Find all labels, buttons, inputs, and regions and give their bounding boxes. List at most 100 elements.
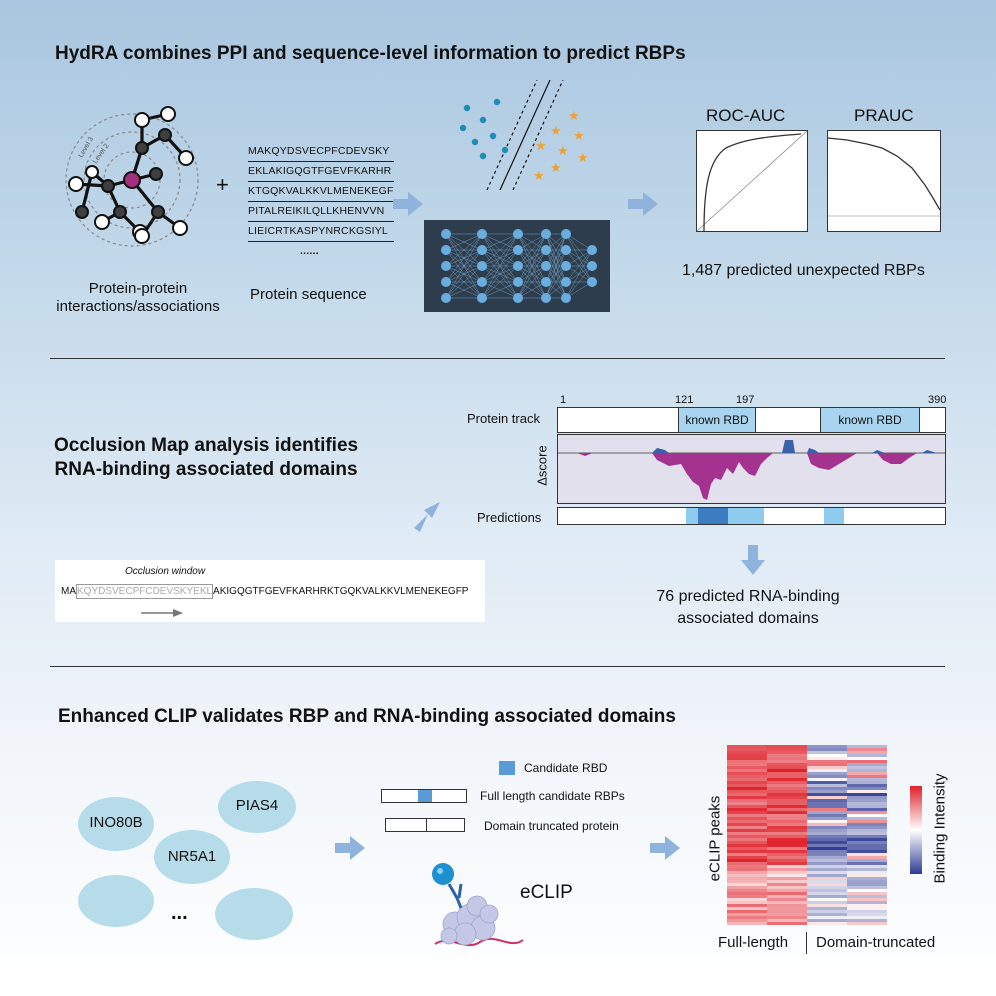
nn-edge xyxy=(481,233,519,283)
heatmap-cell xyxy=(847,781,887,785)
heatmap-cell xyxy=(767,832,807,836)
nn-edge xyxy=(565,249,593,299)
heatmap-cell xyxy=(807,790,847,794)
heatmap-cell xyxy=(767,751,807,755)
classifier-scatter-icon: ★★ ★ ★★★ ★★ xyxy=(459,80,589,190)
heatmap-cell xyxy=(847,853,887,857)
heatmap-cell xyxy=(767,889,807,893)
nn-edge xyxy=(545,249,567,299)
heatmap-cell xyxy=(807,808,847,812)
heatmap-cell xyxy=(847,898,887,902)
heatmap-cell xyxy=(767,859,807,863)
sequence-ellipsis: ...... xyxy=(300,245,319,257)
heatmap-cell xyxy=(807,844,847,848)
heatmap-cell xyxy=(847,802,887,806)
heatmap-cell xyxy=(847,814,887,818)
nn-node xyxy=(541,277,551,287)
heatmap-cell xyxy=(727,895,767,899)
heatmap-cell xyxy=(727,778,767,782)
heatmap-cell xyxy=(727,781,767,785)
heatmap-cell xyxy=(807,874,847,878)
nn-node xyxy=(441,229,451,239)
domain-prediction-result: 76 predicted RNA-binding associated doma… xyxy=(608,586,888,630)
heatmap-cell xyxy=(807,841,847,845)
candidate-rbd-legend: Candidate RBD xyxy=(524,761,608,775)
heatmap-cell xyxy=(847,751,887,755)
heatmap-cell xyxy=(767,862,807,866)
heatmap-cell xyxy=(727,790,767,794)
heatmap-cell xyxy=(727,793,767,797)
arrow-right-icon xyxy=(393,192,423,216)
svg-text:★: ★ xyxy=(535,138,547,153)
heatmap-cell xyxy=(727,760,767,764)
heatmap-cell xyxy=(807,898,847,902)
svg-text:★: ★ xyxy=(573,128,585,143)
nn-edge xyxy=(565,233,593,251)
heatmap-cell xyxy=(847,778,887,782)
heatmap-cell xyxy=(767,874,807,878)
heatmap-cell xyxy=(727,784,767,788)
heatmap-cell xyxy=(847,850,887,854)
heatmap-cell xyxy=(727,844,767,848)
heatmap-cell xyxy=(767,844,807,848)
nn-edge xyxy=(445,233,483,299)
nn-node xyxy=(441,277,451,287)
heatmap-cell xyxy=(807,838,847,842)
occlusion-window-seq: KQYDSVECPFCDEVSKYEKL xyxy=(76,584,214,599)
heatmap-cell xyxy=(807,880,847,884)
heatmap-cell xyxy=(807,856,847,860)
heatmap-cell xyxy=(807,889,847,893)
heatmap-cell xyxy=(767,778,807,782)
nn-node xyxy=(513,277,523,287)
eclip-illustration xyxy=(432,863,524,947)
nn-edge xyxy=(445,281,483,299)
heatmap-cell xyxy=(847,838,887,842)
predictions-label: Predictions xyxy=(477,510,542,525)
heatmap-cell xyxy=(807,745,847,749)
protein-node: INO80B xyxy=(78,797,154,851)
heatmap-cell xyxy=(807,910,847,914)
heatmap-cell xyxy=(767,781,807,785)
heatmap-cell xyxy=(727,853,767,857)
heatmap-cell xyxy=(727,871,767,875)
heatmap-cell xyxy=(727,820,767,824)
heatmap-cell xyxy=(847,757,887,761)
heatmap-cell xyxy=(807,859,847,863)
heatmap-cell xyxy=(727,763,767,767)
known-rbd-domain: known RBD xyxy=(820,408,920,432)
heatmap-cell xyxy=(807,847,847,851)
heatmap-cell xyxy=(807,904,847,908)
heatmap-cell xyxy=(807,922,847,925)
nn-node xyxy=(587,277,597,287)
heatmap-cell xyxy=(807,883,847,887)
nn-edge xyxy=(445,233,483,283)
neural-network-icon xyxy=(424,220,610,312)
level-2-label: Level 2 xyxy=(92,143,111,166)
nn-edge xyxy=(481,281,519,299)
nn-edge xyxy=(565,281,593,299)
heatmap-cell xyxy=(807,760,847,764)
heatmap-cell xyxy=(727,874,767,878)
heatmap-cell xyxy=(727,817,767,821)
heatmap-cell xyxy=(847,823,887,827)
nn-node xyxy=(513,261,523,271)
heatmap-cell xyxy=(727,805,767,809)
heatmap-cell xyxy=(847,844,887,848)
heatmap-cell xyxy=(727,886,767,890)
heatmap-cell xyxy=(727,919,767,923)
nn-node xyxy=(561,261,571,271)
heatmap-cell xyxy=(767,829,807,833)
heatmap-cell xyxy=(807,907,847,911)
heatmap-cell xyxy=(847,856,887,860)
section2-title: Occlusion Map analysis identifies RNA-bi… xyxy=(54,434,358,482)
heatmap-cell xyxy=(727,922,767,925)
nn-node xyxy=(541,245,551,255)
section-divider xyxy=(50,666,945,667)
nn-node xyxy=(477,245,487,255)
heatmap-cell xyxy=(767,820,807,824)
heatmap-cell xyxy=(807,871,847,875)
heatmap-cell xyxy=(727,835,767,839)
nn-node xyxy=(513,245,523,255)
heatmap-cell xyxy=(807,793,847,797)
heatmap-cell xyxy=(767,850,807,854)
